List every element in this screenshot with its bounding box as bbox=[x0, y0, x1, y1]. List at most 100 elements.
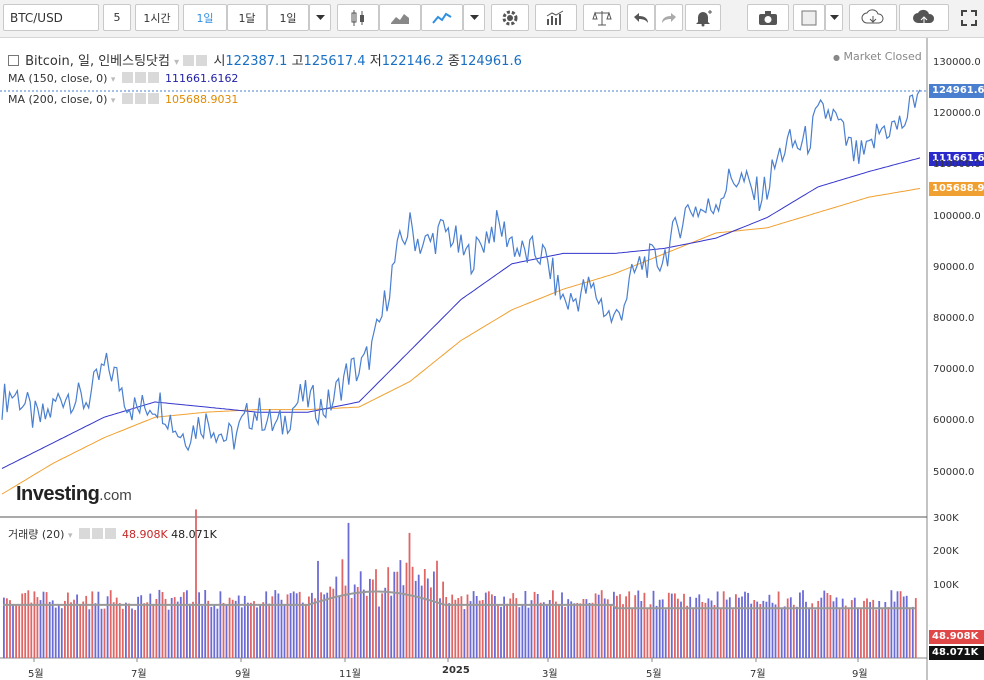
volume-bar bbox=[134, 609, 136, 658]
color-dropdown-button[interactable] bbox=[825, 4, 843, 31]
close-icon[interactable] bbox=[105, 528, 117, 539]
redo-button[interactable] bbox=[655, 4, 683, 31]
eye-icon[interactable] bbox=[183, 55, 195, 66]
volume-bar bbox=[640, 601, 643, 658]
gear-icon[interactable] bbox=[135, 93, 147, 104]
eye-icon[interactable] bbox=[122, 93, 134, 104]
volume-bar bbox=[701, 602, 704, 658]
volume-bar bbox=[359, 571, 362, 658]
volume-bar bbox=[500, 606, 502, 658]
chevron-down-icon[interactable]: ▾ bbox=[67, 531, 73, 541]
line-chart-button[interactable] bbox=[421, 4, 463, 31]
volume-bar bbox=[250, 602, 252, 658]
symbol-input[interactable]: BTC/USD bbox=[3, 4, 99, 31]
undo-button[interactable] bbox=[627, 4, 655, 31]
background-color-button[interactable] bbox=[793, 4, 825, 31]
volume-bar bbox=[860, 608, 862, 658]
volume-bar bbox=[179, 596, 182, 658]
volume-bar bbox=[826, 593, 829, 658]
volume-bar bbox=[170, 598, 173, 658]
area-chart-button[interactable] bbox=[379, 4, 421, 31]
volume-bar bbox=[622, 604, 624, 658]
volume-bar bbox=[15, 604, 17, 658]
compare-button[interactable] bbox=[583, 4, 621, 31]
gear-icon[interactable] bbox=[196, 55, 208, 66]
volume-bar bbox=[396, 571, 399, 658]
volume-bar bbox=[88, 609, 91, 658]
volume-bar bbox=[506, 603, 508, 658]
gear-icon[interactable] bbox=[92, 528, 104, 539]
volume-bar bbox=[60, 608, 63, 658]
eye-icon[interactable] bbox=[79, 528, 91, 539]
volume-bar bbox=[204, 590, 207, 658]
settings-button[interactable] bbox=[491, 4, 529, 31]
volume-ma-line bbox=[3, 590, 915, 610]
low-label: 저 bbox=[369, 54, 382, 69]
volume-bar bbox=[106, 596, 109, 658]
volume-bar bbox=[786, 598, 789, 658]
volume-bar bbox=[805, 601, 807, 658]
chart-type-dropdown-button[interactable] bbox=[463, 4, 485, 31]
volume-bar bbox=[54, 607, 57, 658]
volume-bar bbox=[911, 606, 914, 658]
eye-icon[interactable] bbox=[122, 72, 134, 83]
low-value: 122146.2 bbox=[381, 54, 444, 69]
volume-bar bbox=[759, 604, 762, 658]
volume-bar bbox=[121, 608, 124, 658]
interval-1day-button[interactable]: 1일 bbox=[183, 4, 227, 31]
volume-bar bbox=[64, 600, 66, 658]
fullscreen-button[interactable] bbox=[955, 4, 983, 31]
screenshot-button[interactable] bbox=[747, 4, 789, 31]
volume-bar bbox=[173, 597, 176, 658]
volume-bar bbox=[97, 591, 100, 658]
volume-bar bbox=[484, 592, 487, 658]
indicators-button[interactable] bbox=[535, 4, 577, 31]
collapse-icon[interactable] bbox=[8, 55, 19, 66]
interval-1hour-button[interactable]: 1시간 bbox=[135, 4, 179, 31]
volume-bar bbox=[414, 580, 417, 658]
price-chart[interactable] bbox=[0, 38, 984, 680]
chevron-down-icon[interactable]: ▾ bbox=[110, 75, 116, 85]
alert-button[interactable] bbox=[685, 4, 721, 31]
volume-bar bbox=[530, 600, 533, 658]
volume-bar bbox=[51, 600, 54, 658]
volume-bar bbox=[829, 595, 832, 658]
volume-bar bbox=[341, 559, 344, 658]
volume-bar bbox=[399, 560, 402, 658]
volume-bar bbox=[210, 606, 213, 658]
interval-1month-button[interactable]: 1달 bbox=[227, 4, 267, 31]
chevron-down-icon[interactable]: ▾ bbox=[174, 57, 180, 68]
interval-custom-button[interactable]: 1일 bbox=[267, 4, 309, 31]
volume-bar bbox=[289, 593, 292, 658]
volume-bar bbox=[582, 599, 585, 658]
candlestick-chart-button[interactable] bbox=[337, 4, 379, 31]
close-icon[interactable] bbox=[148, 93, 160, 104]
bell-icon bbox=[696, 9, 712, 26]
volume-bar bbox=[631, 607, 634, 658]
volume-bar bbox=[9, 600, 11, 658]
volume-bar bbox=[686, 605, 688, 658]
volume-bar bbox=[21, 593, 24, 658]
volume-bar bbox=[777, 591, 780, 658]
save-layout-button[interactable] bbox=[899, 4, 949, 31]
volume-bar bbox=[146, 602, 149, 658]
volume-bar bbox=[457, 598, 460, 658]
chevron-down-icon[interactable]: ▾ bbox=[110, 96, 116, 106]
volume-bar bbox=[369, 578, 371, 658]
load-layout-button[interactable] bbox=[849, 4, 897, 31]
volume-bar bbox=[652, 590, 655, 658]
volume-bar bbox=[460, 596, 463, 658]
volume-bar bbox=[463, 609, 466, 658]
volume-bar bbox=[509, 598, 512, 658]
volume-bar bbox=[722, 591, 725, 658]
interval-5min-button[interactable]: 5 bbox=[103, 4, 131, 31]
volume-bar bbox=[738, 597, 740, 658]
volume-bar bbox=[756, 601, 759, 658]
volume-bar bbox=[536, 594, 539, 658]
color-swatch-icon bbox=[801, 10, 817, 25]
gear-icon[interactable] bbox=[135, 72, 147, 83]
close-icon[interactable] bbox=[148, 72, 160, 83]
volume-bar bbox=[128, 603, 130, 658]
volume-bar bbox=[762, 600, 765, 658]
interval-dropdown-button[interactable] bbox=[309, 4, 331, 31]
